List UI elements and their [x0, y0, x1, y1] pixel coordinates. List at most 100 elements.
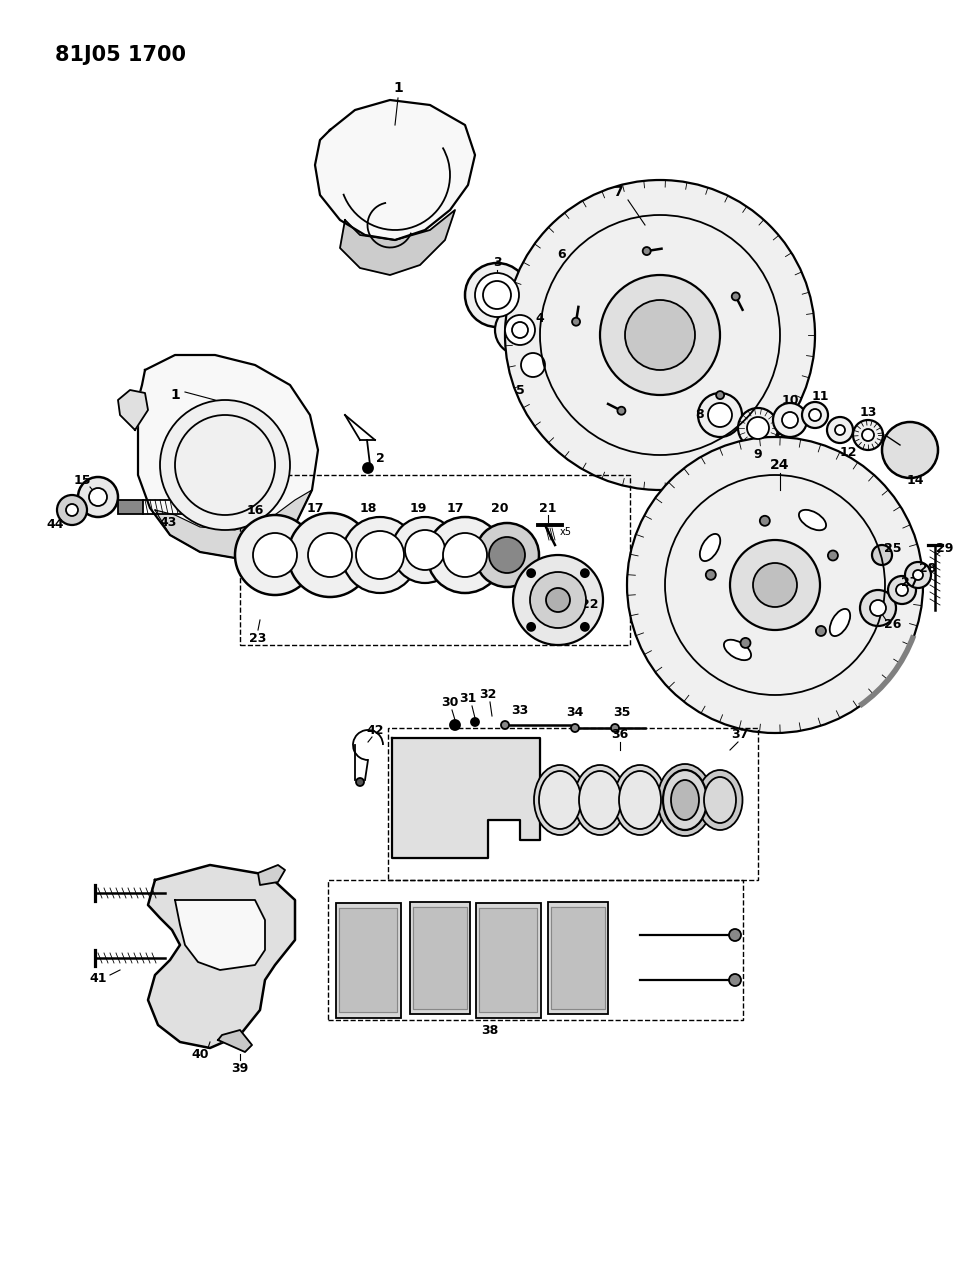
Polygon shape: [340, 210, 455, 275]
Polygon shape: [175, 900, 265, 970]
Circle shape: [760, 516, 770, 525]
Circle shape: [392, 516, 458, 583]
Text: 38: 38: [481, 1024, 499, 1037]
Polygon shape: [551, 907, 605, 1009]
Text: 11: 11: [811, 390, 829, 403]
Ellipse shape: [658, 764, 713, 836]
Circle shape: [443, 533, 487, 578]
Circle shape: [356, 530, 404, 579]
Bar: [548, 901, 608, 1014]
Circle shape: [860, 590, 896, 626]
Text: 12: 12: [839, 446, 856, 459]
Circle shape: [405, 530, 445, 570]
Text: 5: 5: [516, 384, 525, 397]
Text: 17: 17: [446, 501, 464, 515]
Text: 14: 14: [906, 473, 924, 487]
Text: 17: 17: [306, 501, 324, 515]
Circle shape: [471, 718, 479, 725]
Ellipse shape: [574, 765, 626, 835]
Circle shape: [730, 541, 820, 630]
Polygon shape: [138, 354, 318, 558]
Circle shape: [427, 516, 503, 593]
Circle shape: [308, 533, 352, 578]
Polygon shape: [218, 1030, 252, 1052]
Circle shape: [708, 403, 732, 427]
Text: 41: 41: [89, 972, 106, 984]
Ellipse shape: [539, 771, 581, 829]
Text: 43: 43: [159, 515, 176, 529]
Text: 30: 30: [441, 695, 458, 709]
Bar: [336, 903, 401, 1017]
Circle shape: [835, 425, 845, 435]
Text: 25: 25: [884, 542, 901, 555]
Circle shape: [571, 724, 579, 732]
Text: 26: 26: [884, 618, 901, 631]
Ellipse shape: [579, 771, 621, 829]
Text: 34: 34: [567, 705, 584, 719]
Circle shape: [732, 292, 739, 301]
Text: 6: 6: [558, 249, 567, 261]
Circle shape: [581, 623, 589, 631]
Text: 4: 4: [536, 311, 545, 325]
Circle shape: [78, 477, 118, 516]
Bar: [240, 476, 630, 645]
Circle shape: [882, 422, 938, 478]
Circle shape: [773, 403, 807, 437]
Polygon shape: [315, 99, 475, 240]
Circle shape: [513, 346, 553, 385]
Circle shape: [581, 569, 589, 578]
Text: 20: 20: [491, 501, 509, 515]
Text: 35: 35: [614, 705, 631, 719]
Circle shape: [896, 584, 908, 595]
Ellipse shape: [671, 780, 699, 820]
Text: 81J05 1700: 81J05 1700: [55, 45, 186, 65]
Bar: [476, 903, 541, 1017]
Circle shape: [625, 300, 695, 370]
Circle shape: [288, 513, 372, 597]
Ellipse shape: [799, 510, 826, 530]
Circle shape: [66, 504, 78, 516]
Text: 10: 10: [782, 394, 799, 407]
Ellipse shape: [830, 609, 851, 636]
Circle shape: [342, 516, 418, 593]
Text: 36: 36: [612, 728, 629, 742]
Circle shape: [853, 419, 883, 450]
Circle shape: [729, 974, 741, 986]
Polygon shape: [339, 908, 397, 1012]
Circle shape: [489, 537, 525, 572]
Text: 27: 27: [901, 575, 919, 589]
Ellipse shape: [700, 534, 720, 561]
Text: 9: 9: [754, 449, 762, 462]
Ellipse shape: [663, 770, 707, 830]
Circle shape: [253, 533, 297, 578]
Text: 40: 40: [191, 1048, 209, 1062]
Polygon shape: [413, 907, 467, 1009]
Circle shape: [530, 572, 586, 629]
Circle shape: [57, 495, 87, 525]
Circle shape: [363, 463, 373, 473]
Text: 29: 29: [936, 542, 953, 555]
Ellipse shape: [724, 640, 751, 660]
Circle shape: [816, 626, 826, 636]
Circle shape: [546, 588, 570, 612]
Text: 33: 33: [511, 704, 528, 717]
Text: 31: 31: [459, 691, 477, 705]
Polygon shape: [479, 908, 537, 1012]
Circle shape: [235, 515, 315, 595]
Ellipse shape: [614, 765, 666, 835]
Circle shape: [475, 523, 539, 586]
Bar: [118, 500, 143, 514]
Text: 1: 1: [170, 388, 180, 402]
Circle shape: [573, 317, 580, 325]
Circle shape: [870, 601, 886, 616]
Circle shape: [495, 305, 545, 354]
Text: 28: 28: [920, 561, 937, 575]
Text: 3: 3: [493, 255, 502, 269]
Polygon shape: [392, 738, 540, 858]
Polygon shape: [148, 864, 295, 1048]
Circle shape: [740, 638, 751, 648]
Text: 23: 23: [249, 631, 267, 644]
Circle shape: [513, 555, 603, 645]
Circle shape: [527, 623, 535, 631]
Ellipse shape: [704, 776, 736, 822]
